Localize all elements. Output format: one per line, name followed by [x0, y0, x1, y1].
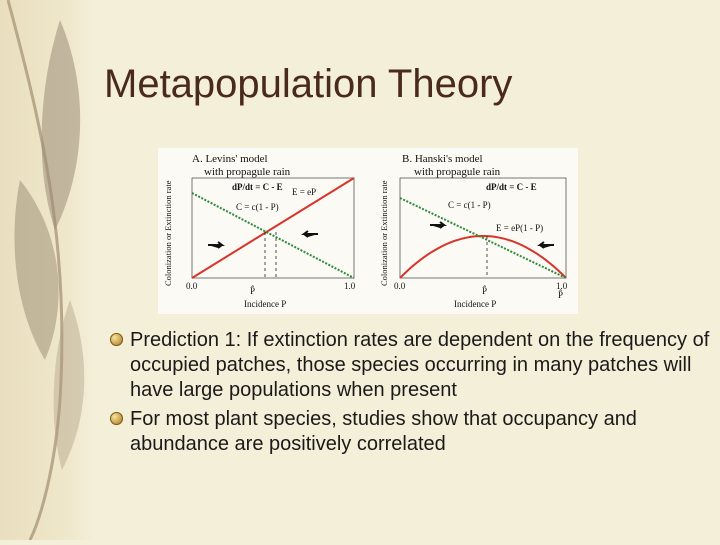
- panel-b-x-label: Incidence P: [454, 299, 496, 309]
- panel-a-subtitle: with propagule rain: [204, 166, 291, 178]
- slide-title: Metapopulation Theory: [104, 62, 513, 106]
- panel-a-x-max: 1.0: [344, 281, 356, 291]
- panel-b-colonization-line: [399, 197, 567, 279]
- panel-a-extinction-line: [191, 177, 355, 279]
- panel-b: B. Hanski's model with propagule rain Co…: [379, 153, 568, 309]
- panel-b-equilibrium-label-2: P̂: [558, 289, 563, 300]
- panel-a-title: A. Levins' model: [192, 153, 268, 165]
- panel-a-y-label: Colonization or Extinction rate: [163, 180, 173, 286]
- leaf-icon: [6, 0, 85, 541]
- panel-a-arrow-left-icon: [301, 230, 318, 238]
- panel-b-axes: [399, 177, 567, 279]
- panel-b-eq-dpdt: dP/dt = C - E: [486, 182, 537, 192]
- metapopulation-figure: A. Levins' model with propagule rain Col…: [158, 148, 578, 314]
- figure-svg: A. Levins' model with propagule rain Col…: [163, 153, 568, 309]
- panel-b-eq-colonization: C = c(1 - P): [448, 200, 491, 210]
- panel-a-x-min: 0.0: [186, 281, 198, 291]
- panel-b-x-max: 1.0: [556, 281, 568, 291]
- panel-a-colonization-line: [191, 192, 355, 279]
- panel-a: A. Levins' model with propagule rain Col…: [163, 153, 356, 309]
- panel-a-equilibrium-label: P̂: [250, 285, 255, 296]
- panel-b-x-min: 0.0: [394, 281, 406, 291]
- bullet-icon: [110, 412, 123, 425]
- panel-b-equilibrium-label-1: P̂: [482, 285, 487, 296]
- panel-a-eq-colonization: C = c(1 - P): [236, 202, 279, 212]
- panel-a-arrow-right-icon: [208, 241, 225, 249]
- panel-a-x-label: Incidence P: [244, 299, 286, 309]
- panel-b-y-label: Colonization or Extinction rate: [379, 180, 389, 286]
- bullet-item: Prediction 1: If extinction rates are de…: [110, 328, 710, 403]
- bullet-icon: [110, 333, 123, 346]
- panel-b-arrow-left-icon: [537, 241, 554, 249]
- bullet-text: For most plant species, studies show tha…: [130, 408, 637, 455]
- panel-a-eq-dpdt: dP/dt = C - E: [232, 182, 283, 192]
- panel-b-title: B. Hanski's model: [402, 153, 483, 165]
- decorative-leaf-background: [0, 0, 95, 541]
- panel-a-axes: [191, 177, 355, 279]
- bullet-item: For most plant species, studies show tha…: [110, 407, 710, 457]
- bullet-text: Prediction 1: If extinction rates are de…: [130, 329, 710, 401]
- panel-b-eq-extinction: E = eP(1 - P): [496, 223, 543, 233]
- panel-a-eq-extinction: E = eP: [292, 187, 316, 197]
- panel-b-arrow-right-icon: [430, 221, 447, 229]
- panel-b-subtitle: with propagule rain: [414, 166, 501, 178]
- panel-b-extinction-curve: [399, 234, 567, 279]
- bullet-list: Prediction 1: If extinction rates are de…: [110, 328, 710, 461]
